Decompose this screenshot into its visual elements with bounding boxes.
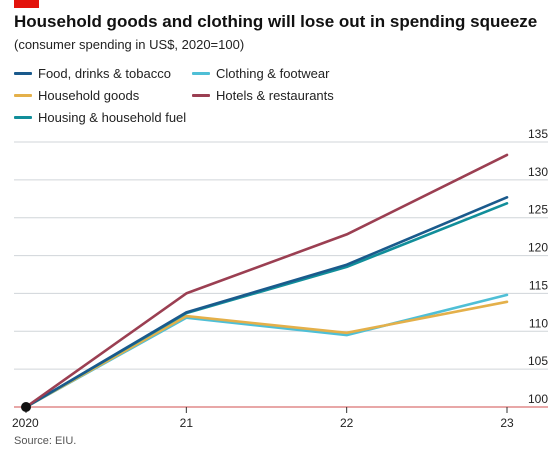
series-line-housing bbox=[24, 202, 509, 409]
legend-label-hotels: Hotels & restaurants bbox=[216, 88, 334, 103]
legend-swatch-hotels bbox=[192, 94, 210, 97]
origin-dot bbox=[21, 402, 31, 412]
y-axis-ticks: 100 105 110 115 120 125 130 135 bbox=[528, 127, 548, 406]
brand-accent-bar bbox=[14, 0, 39, 8]
legend-swatch-household-goods bbox=[14, 94, 32, 97]
series-line-clothing bbox=[24, 293, 509, 409]
legend-swatch-housing bbox=[14, 116, 32, 119]
legend-swatch-food bbox=[14, 72, 32, 75]
x-tick-label: 23 bbox=[500, 416, 514, 430]
legend-item-food: Food, drinks & tobacco bbox=[14, 66, 171, 81]
y-tick-label: 100 bbox=[528, 392, 548, 406]
x-tick-label: 22 bbox=[340, 416, 354, 430]
x-tick-label: 21 bbox=[180, 416, 194, 430]
chart-legend: Food, drinks & tobacco Household goods H… bbox=[14, 66, 554, 132]
legend-item-clothing: Clothing & footwear bbox=[192, 66, 329, 81]
series-lines bbox=[24, 153, 509, 409]
chart-subtitle: (consumer spending in US$, 2020=100) bbox=[14, 37, 245, 52]
legend-item-household-goods: Household goods bbox=[14, 88, 139, 103]
y-tick-label: 105 bbox=[528, 354, 548, 368]
legend-label-food: Food, drinks & tobacco bbox=[38, 66, 171, 81]
chart-title: Household goods and clothing will lose o… bbox=[14, 12, 538, 31]
x-tick-label: 2020 bbox=[12, 416, 39, 430]
y-tick-label: 130 bbox=[528, 165, 548, 179]
gridlines bbox=[14, 141, 548, 408]
source-note: Source: EIU. bbox=[14, 435, 77, 447]
legend-item-housing: Housing & household fuel bbox=[14, 110, 186, 125]
legend-item-hotels: Hotels & restaurants bbox=[192, 88, 334, 103]
y-tick-label: 115 bbox=[529, 278, 548, 292]
legend-label-housing: Housing & household fuel bbox=[38, 110, 187, 125]
legend-swatch-clothing bbox=[192, 72, 210, 75]
y-tick-label: 120 bbox=[528, 241, 548, 255]
legend-label-household-goods: Household goods bbox=[38, 88, 140, 103]
markers bbox=[21, 402, 31, 412]
y-tick-label: 125 bbox=[528, 203, 548, 217]
y-tick-label: 110 bbox=[529, 316, 548, 330]
series-line-food bbox=[24, 196, 509, 409]
series-line-hotels bbox=[24, 153, 509, 409]
y-tick-label: 135 bbox=[528, 127, 548, 141]
legend-label-clothing: Clothing & footwear bbox=[216, 66, 330, 81]
x-axis-ticks: 2020 21 22 23 bbox=[12, 407, 514, 430]
